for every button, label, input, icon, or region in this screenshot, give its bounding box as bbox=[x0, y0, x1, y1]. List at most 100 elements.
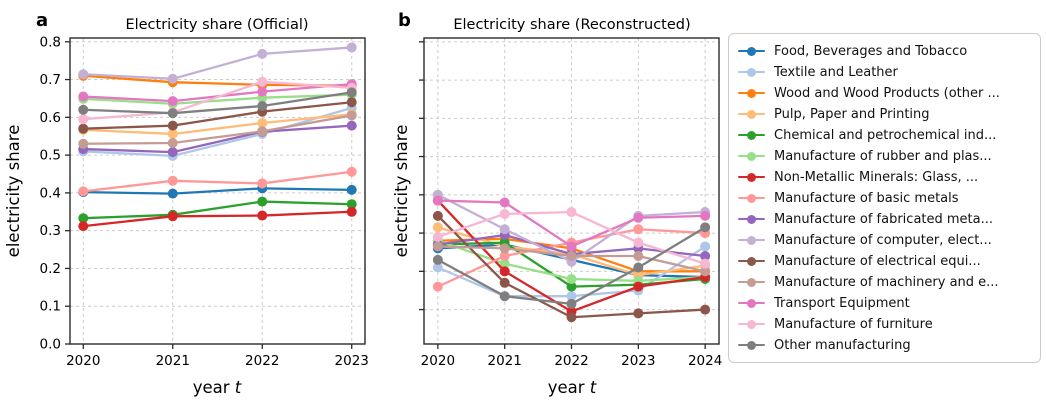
series-line bbox=[82, 46, 353, 80]
data-point bbox=[78, 104, 89, 115]
series-transport-equipment bbox=[432, 195, 711, 252]
data-point bbox=[257, 48, 268, 59]
data-point bbox=[167, 73, 178, 84]
series-manufacture-of-machinery-and-e bbox=[78, 110, 357, 149]
data-point bbox=[78, 213, 89, 224]
series-other-manufacturing bbox=[78, 87, 357, 119]
data-point bbox=[633, 212, 644, 223]
legend-marker bbox=[738, 109, 765, 119]
data-point bbox=[346, 110, 357, 121]
data-point bbox=[499, 291, 510, 302]
data-point bbox=[346, 206, 357, 217]
legend-marker bbox=[738, 67, 765, 77]
data-point bbox=[346, 97, 357, 108]
x-axis-label: year t bbox=[548, 378, 597, 397]
legend-label: Textile and Leather bbox=[774, 64, 898, 80]
data-point bbox=[499, 277, 510, 288]
data-point bbox=[346, 87, 357, 98]
series-line bbox=[82, 114, 353, 145]
data-point bbox=[566, 207, 577, 218]
series-manufacture-of-machinery-and-e bbox=[432, 241, 711, 277]
legend-item-2: Textile and Leather bbox=[738, 62, 1031, 82]
data-point bbox=[499, 258, 510, 269]
legend-item-10: Manufacture of computer, elect... bbox=[738, 230, 1031, 250]
x-tick-label: 2020 bbox=[421, 353, 455, 369]
plot-frame bbox=[423, 37, 720, 345]
data-point bbox=[633, 224, 644, 235]
y-tick-label: 0.6 bbox=[40, 110, 61, 126]
x-tick-label: 2020 bbox=[66, 353, 100, 369]
legend-marker bbox=[738, 151, 765, 161]
legend-item-6: Manufacture of rubber and plas... bbox=[738, 146, 1031, 166]
legend-item-13: Transport Equipment bbox=[738, 293, 1031, 313]
y-tick-label: 0.7 bbox=[40, 72, 61, 88]
data-point bbox=[167, 188, 178, 199]
series-line bbox=[82, 91, 353, 115]
legend-label: Pulp, Paper and Printing bbox=[774, 106, 930, 122]
legend-item-7: Non-Metallic Minerals: Glass, ... bbox=[738, 167, 1031, 187]
legend-marker bbox=[738, 340, 765, 350]
y-axis-label: electricity share bbox=[4, 125, 23, 258]
legend-marker bbox=[738, 235, 765, 245]
data-point bbox=[432, 241, 443, 252]
data-point bbox=[167, 120, 178, 131]
data-point bbox=[257, 118, 268, 128]
legend-item-14: Manufacture of furniture bbox=[738, 314, 1031, 334]
data-point bbox=[432, 281, 443, 292]
legend-label: Food, Beverages and Tobacco bbox=[774, 43, 968, 59]
plot-area-official: 0.0 0.1 0.2 0.3 0.4 0.5 0.6 0.7 0.8 2020 2021 2022 2… bbox=[40, 34, 369, 369]
data-point bbox=[78, 221, 89, 232]
data-point bbox=[633, 251, 644, 262]
series-line bbox=[82, 210, 353, 228]
series-line bbox=[82, 170, 353, 193]
data-point bbox=[499, 197, 510, 208]
legend-label: Manufacture of computer, elect... bbox=[774, 232, 992, 248]
legend-label: Manufacture of furniture bbox=[774, 316, 933, 332]
data-point bbox=[257, 101, 268, 111]
legend-item-3: Wood and Wood Products (other ... bbox=[738, 83, 1031, 103]
data-point bbox=[346, 120, 357, 131]
plot-frame bbox=[69, 37, 366, 345]
legend-marker bbox=[738, 256, 765, 266]
data-point bbox=[432, 195, 443, 206]
data-point bbox=[346, 42, 357, 53]
data-point bbox=[167, 128, 178, 139]
legend-item-11: Manufacture of electrical equi... bbox=[738, 251, 1031, 271]
series-line bbox=[82, 80, 353, 121]
x-tick-label: 2022 bbox=[245, 353, 279, 369]
legend-item-1: Food, Beverages and Tobacco bbox=[738, 41, 1031, 61]
data-point bbox=[700, 266, 711, 277]
data-point bbox=[78, 114, 89, 125]
data-point bbox=[700, 251, 711, 262]
data-point bbox=[432, 262, 443, 273]
x-tick-label: 2021 bbox=[488, 353, 522, 369]
data-point bbox=[499, 243, 510, 254]
data-point bbox=[566, 312, 577, 323]
y-axis-label: electricity share bbox=[392, 125, 411, 258]
series-manufacture-of-basic-metals bbox=[78, 166, 357, 197]
data-point bbox=[257, 76, 268, 87]
data-point bbox=[566, 298, 577, 309]
data-point bbox=[499, 224, 510, 235]
chart-official: a Electricity share (Official) electrici… bbox=[4, 10, 369, 397]
panel-label-a: a bbox=[36, 10, 48, 31]
data-point bbox=[633, 237, 644, 248]
series-chemical-and-petrochemical-ind bbox=[78, 196, 357, 224]
legend-label: Manufacture of machinery and e... bbox=[774, 274, 999, 290]
legend-item-4: Pulp, Paper and Printing bbox=[738, 104, 1031, 124]
x-axis-label: year t bbox=[193, 378, 242, 397]
data-point bbox=[499, 208, 510, 219]
data-point bbox=[432, 210, 443, 221]
x-tick-label: 2022 bbox=[554, 353, 588, 369]
x-tick-label: 2023 bbox=[621, 353, 655, 369]
legend-label: Transport Equipment bbox=[774, 295, 910, 311]
legend-label: Manufacture of fabricated meta... bbox=[774, 211, 994, 227]
series-other-manufacturing bbox=[432, 222, 711, 309]
x-tick-label: 2024 bbox=[688, 353, 722, 369]
chart-reconstructed: b Electricity share (Reconstructed) elec… bbox=[392, 10, 722, 397]
y-tick-label: 0.3 bbox=[40, 223, 61, 239]
x-tick-label: 2023 bbox=[335, 353, 369, 369]
legend-marker bbox=[738, 88, 765, 98]
data-point bbox=[167, 108, 178, 119]
